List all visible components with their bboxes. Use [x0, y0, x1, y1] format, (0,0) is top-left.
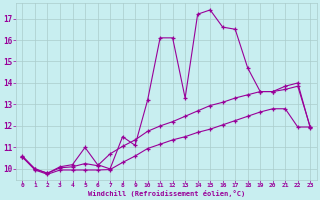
X-axis label: Windchill (Refroidissement éolien,°C): Windchill (Refroidissement éolien,°C): [88, 190, 245, 197]
